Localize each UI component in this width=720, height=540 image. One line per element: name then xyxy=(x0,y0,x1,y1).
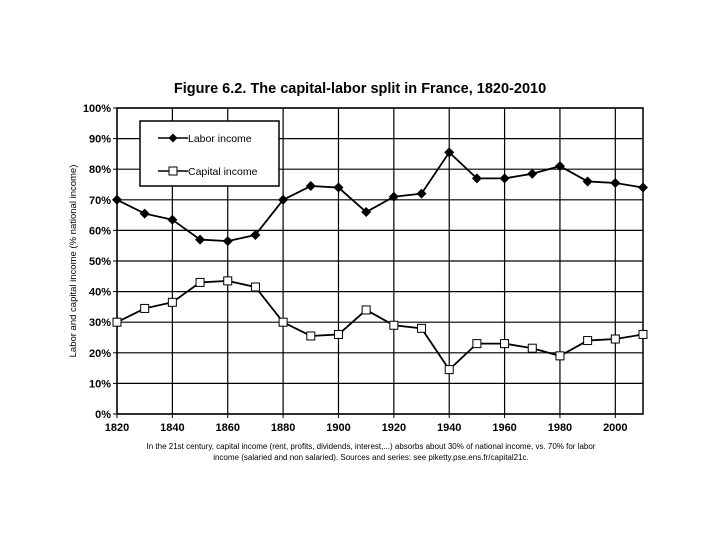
capital-point xyxy=(278,317,288,327)
y-tick-label: 50% xyxy=(89,256,111,268)
legend: Labor income Capital income xyxy=(139,120,280,187)
x-tick-label: 1860 xyxy=(215,422,239,434)
capital-point xyxy=(527,343,537,353)
labor-point xyxy=(278,194,289,205)
series-line-capital xyxy=(116,279,644,372)
footnote-line-2: income (salaried and non salaried). Sour… xyxy=(213,453,529,462)
capital-point xyxy=(389,320,399,330)
x-tick-label: 1940 xyxy=(437,422,461,434)
labor-point xyxy=(638,182,648,193)
labor-point xyxy=(167,214,178,225)
capital-point xyxy=(333,329,343,339)
labor-point xyxy=(333,182,344,193)
x-tick-label: 1920 xyxy=(382,422,406,434)
capital-point xyxy=(195,277,205,287)
x-tick-label: 1960 xyxy=(492,422,516,434)
y-tick-label: 70% xyxy=(89,195,111,207)
y-tick-label: 10% xyxy=(89,378,111,390)
capital-point xyxy=(472,339,482,349)
x-tick-label: 1900 xyxy=(326,422,350,434)
y-tick-label: 80% xyxy=(89,164,111,176)
labor-point xyxy=(499,173,510,184)
legend-marker-labor xyxy=(168,133,178,143)
capital-point xyxy=(638,329,648,339)
y-tick-label: 40% xyxy=(89,287,111,299)
labor-point xyxy=(582,176,593,187)
y-axis-label: Labor and capital income (% national inc… xyxy=(68,165,79,358)
capital-point xyxy=(555,351,565,361)
y-tick-label: 30% xyxy=(89,317,111,329)
labor-point xyxy=(554,161,565,172)
capital-point xyxy=(167,297,177,307)
labor-point xyxy=(527,168,538,179)
capital-point xyxy=(610,334,620,344)
labor-point xyxy=(195,234,206,245)
capital-point xyxy=(500,339,510,349)
labor-point xyxy=(305,181,316,192)
capital-point xyxy=(444,365,454,375)
capital-point xyxy=(250,282,260,292)
labor-point xyxy=(416,188,427,199)
plot-frame xyxy=(116,107,644,415)
legend-box xyxy=(139,120,280,187)
y-tick-label: 100% xyxy=(83,103,111,115)
y-tick-labels: 0% 10% 20% 30% 40% 50% 60% 70% 80% 90% 100% xyxy=(83,103,111,421)
labor-point xyxy=(222,236,233,247)
capital-point xyxy=(112,317,122,327)
labor-point xyxy=(388,191,399,202)
labor-point xyxy=(139,208,150,219)
labor-point xyxy=(444,147,455,158)
x-tick-labels: 1820 1840 1860 1880 1900 1920 1940 1960 1980 2000 xyxy=(105,422,628,434)
capital-point xyxy=(361,305,371,315)
series-markers xyxy=(112,147,648,375)
y-tick-label: 90% xyxy=(89,134,111,146)
footnote-line-1: In the 21st century, capital income (ren… xyxy=(147,442,596,451)
capital-point xyxy=(140,303,150,313)
x-tick-label: 2000 xyxy=(603,422,627,434)
y-tick-label: 0% xyxy=(95,409,111,421)
grid xyxy=(113,107,644,418)
labor-point xyxy=(112,194,122,205)
labor-point xyxy=(250,229,261,240)
x-tick-label: 1820 xyxy=(105,422,129,434)
x-tick-label: 1880 xyxy=(271,422,295,434)
chart-title: Figure 6.2. The capital-labor split in F… xyxy=(174,81,546,97)
labor-point xyxy=(471,173,482,184)
legend-marker-capital xyxy=(168,166,178,176)
capital-point xyxy=(306,331,316,341)
x-tick-label: 1840 xyxy=(160,422,184,434)
y-tick-label: 60% xyxy=(89,225,111,237)
legend-label-capital: Capital income xyxy=(188,166,258,178)
legend-label-labor: Labor income xyxy=(188,133,252,145)
capital-point xyxy=(583,336,593,346)
x-tick-label: 1980 xyxy=(548,422,572,434)
labor-point xyxy=(361,207,372,218)
capital-point xyxy=(223,276,233,286)
capital-point xyxy=(417,323,427,333)
labor-point xyxy=(610,177,621,188)
y-tick-label: 20% xyxy=(89,348,111,360)
